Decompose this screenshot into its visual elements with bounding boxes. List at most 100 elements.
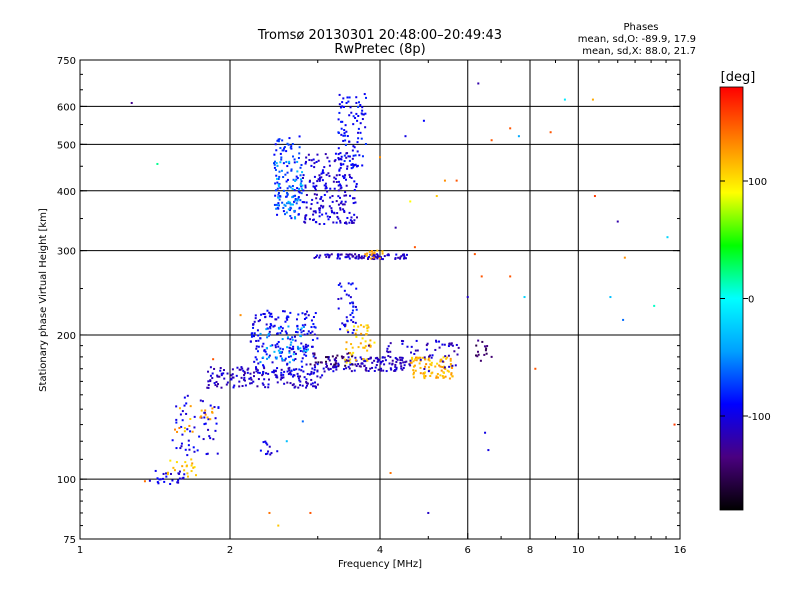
echo-point [262,365,265,368]
echo-point [476,355,479,358]
echo-point [269,453,272,456]
echo-point [344,174,347,177]
echo-point [355,308,358,311]
echo-point [305,381,308,384]
echo-point [175,418,178,421]
echo-point [673,423,676,426]
echo-point [321,179,324,182]
echo-point [381,250,384,253]
echo-point [270,324,273,327]
echo-point [300,369,303,372]
echo-point [302,325,305,328]
echo-point [214,384,217,387]
echo-point [345,184,348,187]
echo-point [358,365,361,368]
echo-point [292,347,295,350]
echo-point [212,438,215,441]
echo-point [305,206,308,209]
echo-point [301,365,304,368]
echo-point [301,201,304,204]
echo-point [450,364,453,367]
echo-point [180,425,183,428]
echo-point [288,160,291,163]
echo-point [289,355,292,358]
echo-point [275,374,278,377]
x-tick-label: 1 [77,545,83,556]
echo-point [383,356,386,359]
echo-point [345,348,348,351]
echo-point [299,384,302,387]
echo-point [402,367,405,370]
echo-point [357,127,360,130]
echo-point [336,354,339,357]
echo-point [310,370,313,373]
echo-point [401,356,404,359]
echo-point [207,380,210,383]
echo-point [449,357,452,360]
echo-point [298,379,301,382]
echo-point [340,285,343,288]
echo-point [369,253,372,256]
echo-point [242,378,245,381]
echo-point [348,114,351,117]
echo-point [310,203,313,206]
echo-point [232,376,235,379]
echo-point [169,459,172,462]
echo-point [219,366,222,369]
echo-point [369,356,372,359]
echo-point [475,344,478,347]
echo-point [238,368,241,371]
echo-point [394,257,397,260]
echo-point [419,356,422,359]
y-tick-label: 200 [57,331,76,342]
echo-point [189,405,192,408]
echo-point [292,345,295,348]
echo-point [325,364,328,367]
echo-point [439,365,442,368]
echo-point [355,216,358,219]
echo-point [184,461,187,464]
echo-point [310,372,313,375]
echo-point [226,381,229,384]
echo-point [208,435,211,438]
echo-point [288,351,291,354]
echo-point [477,339,480,342]
echo-point [373,359,376,362]
echo-point [302,189,305,192]
echo-point [265,328,268,331]
echo-point [314,326,317,329]
echo-point [280,169,283,172]
echo-point [371,366,374,369]
echo-point [277,193,280,196]
echo-point [339,253,342,256]
echo-point [288,361,291,364]
echo-point [315,197,318,200]
echo-point [373,251,376,254]
echo-point [269,344,272,347]
echo-point [204,422,207,425]
echo-point [241,385,244,388]
echo-point [291,338,294,341]
echo-point [276,367,279,370]
echo-point [316,375,319,378]
echo-point [340,200,343,203]
echo-point [423,371,426,374]
echo-point [130,101,133,104]
echo-point [276,139,279,142]
echo-point [193,415,196,418]
echo-point [277,524,280,527]
echo-point [328,215,331,218]
echo-point [257,339,260,342]
echo-point [343,211,346,214]
echo-point [338,183,341,186]
echo-point [183,404,186,407]
echo-point [441,375,444,378]
echo-point [306,372,309,375]
echo-point [313,162,316,165]
echo-point [213,406,216,409]
echo-point [332,180,335,183]
echo-point [350,167,353,170]
echo-point [259,449,262,452]
echo-point [273,162,276,165]
echo-point [609,296,612,299]
